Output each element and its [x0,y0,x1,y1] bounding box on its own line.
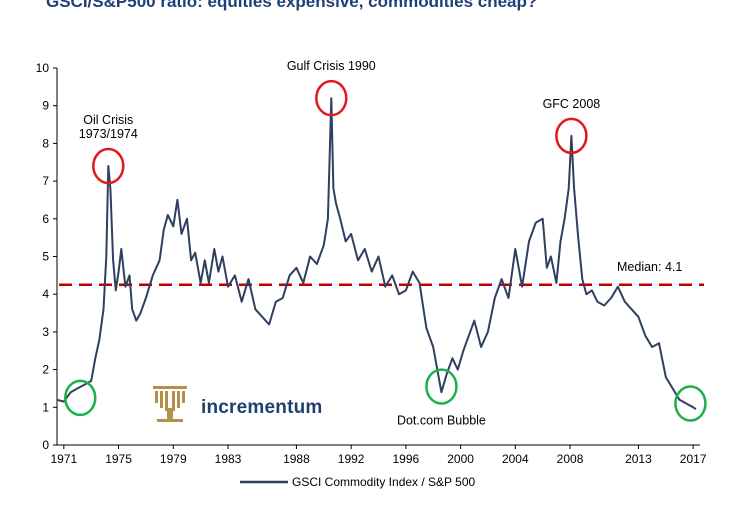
x-tick-label: 1988 [283,452,310,466]
legend-label: GSCI Commodity Index / S&P 500 [292,475,476,489]
x-tick-label: 2013 [625,452,652,466]
x-tick-label: 1996 [393,452,420,466]
peak-circle [315,79,348,117]
y-tick-label: 1 [42,400,49,414]
y-tick-label: 5 [42,250,49,264]
x-tick-label: 1971 [50,452,77,466]
trough-circle [425,368,458,405]
trough-circle [674,385,707,422]
legend: GSCI Commodity Index / S&P 500 [240,475,476,489]
peak-circle [555,117,588,155]
y-tick-label: 2 [42,363,49,377]
y-tick-label: 6 [42,212,49,226]
trough-circle [64,379,97,417]
series-group [56,97,697,411]
annotation-label: Gulf Crisis 1990 [287,59,376,73]
annotation-label: GFC 2008 [543,97,601,111]
x-tick-label: 1975 [105,452,132,466]
y-tick-label: 10 [36,61,50,75]
y-tick-label: 0 [42,438,49,452]
y-tick-label: 7 [42,174,49,188]
x-tick-label: 2008 [557,452,584,466]
incrementum-logo: incrementum [153,386,323,422]
series-line [56,97,697,411]
x-tick-label: 2000 [447,452,474,466]
annotation-label: Oil Crisis [83,113,133,127]
y-tick-label: 3 [42,325,49,339]
median-group: Median: 4.1 [59,260,704,287]
logo-text: incrementum [201,397,323,418]
y-ticks: 0 1 2 3 4 5 6 7 8 9 10 [36,61,57,452]
chart-title: GSCI/S&P500 ratio: equities expensive, c… [46,0,538,11]
peak-circle [92,147,125,185]
y-tick-label: 9 [42,99,49,113]
median-label: Median: 4.1 [617,260,682,274]
annotation-label: Dot.com Bubble [397,414,486,428]
y-tick-label: 8 [42,136,49,150]
tree-icon [153,386,187,422]
x-tick-label: 2017 [680,452,707,466]
x-tick-label: 1983 [215,452,242,466]
x-tick-label: 1992 [338,452,365,466]
x-ticks: 1971 1975 1979 1983 1988 1992 1996 2000 2004 2008… [50,445,707,466]
annotation-label: 1973/1974 [79,127,138,141]
x-tick-label: 1979 [160,452,187,466]
x-tick-label: 2004 [502,452,529,466]
y-tick-label: 4 [42,287,49,301]
